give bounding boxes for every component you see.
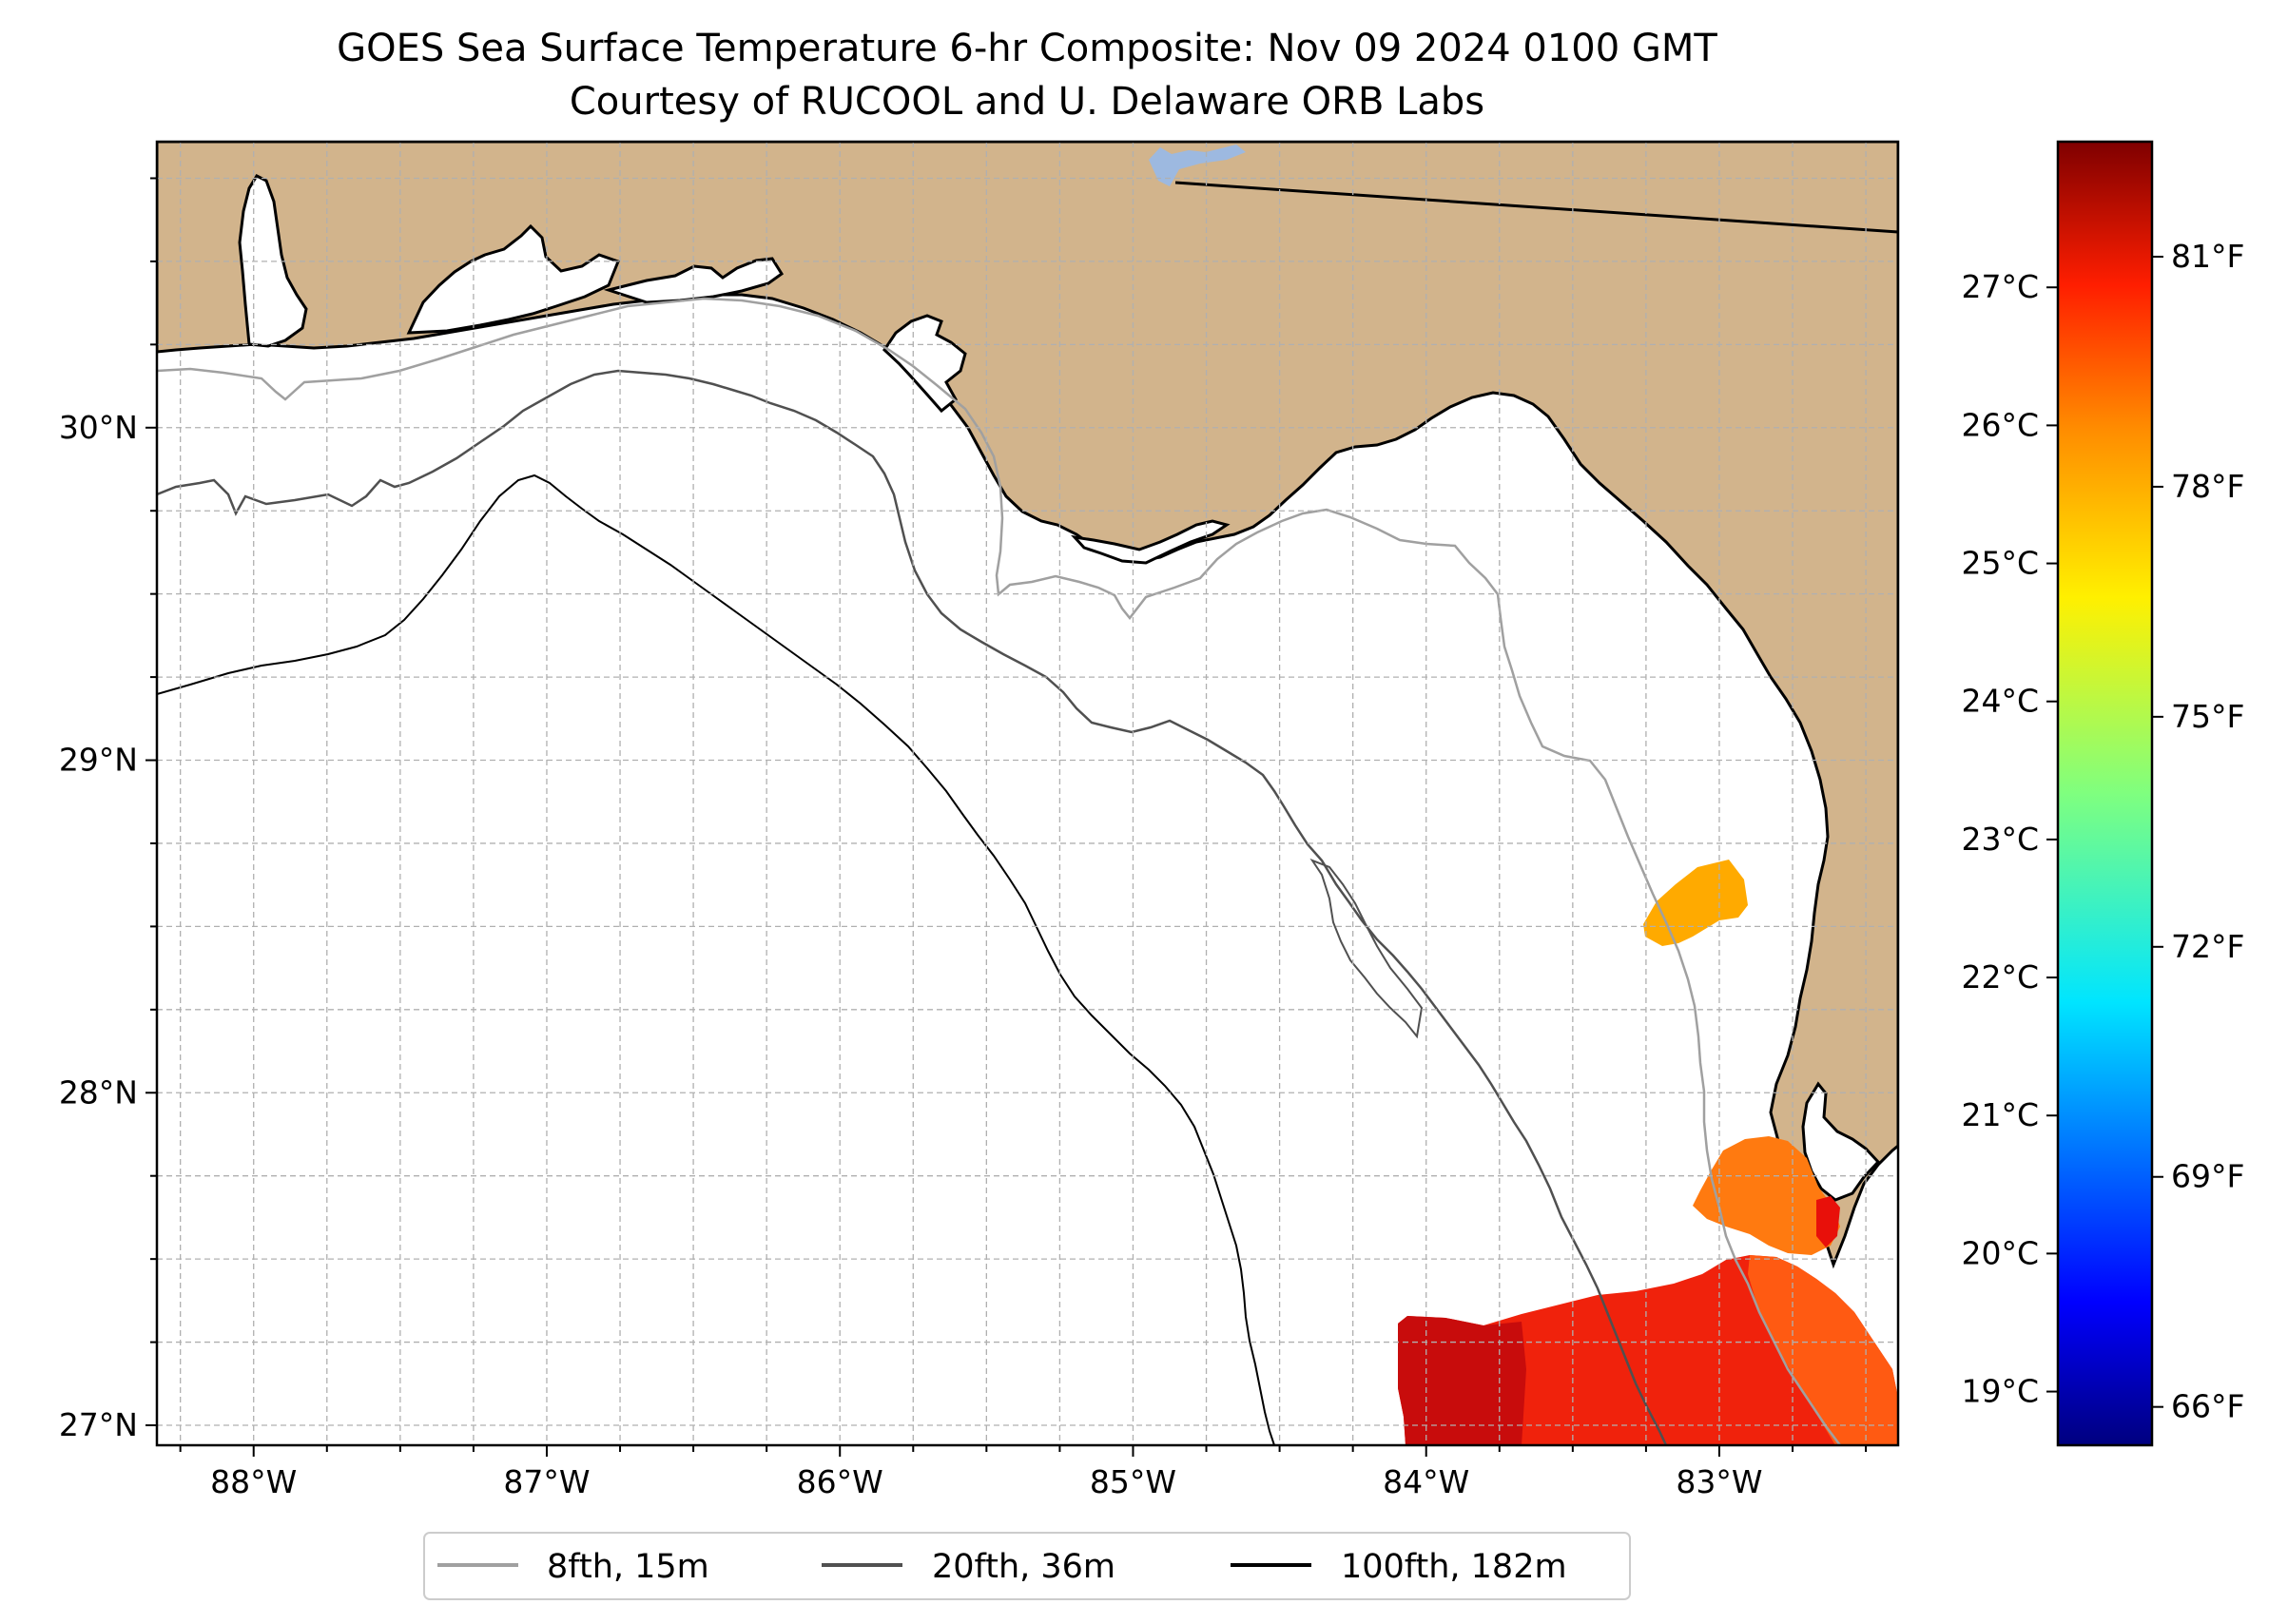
map-subtitle: Courtesy of RUCOOL and U. Delaware ORB L… bbox=[570, 80, 1484, 124]
pensacola-bay bbox=[406, 223, 620, 335]
x-axis: 88°W 87°W 86°W 85°W 84°W 83°W bbox=[179, 1445, 1868, 1500]
y-tick-label: 28°N bbox=[59, 1073, 138, 1111]
fahrenheit-tick-label: 66°F bbox=[2171, 1388, 2244, 1425]
legend-label-100fth: 100fth, 182m bbox=[1341, 1548, 1567, 1586]
x-tick-label: 83°W bbox=[1676, 1463, 1762, 1500]
contour-100fth-182m bbox=[157, 474, 1275, 1445]
map-panel bbox=[157, 142, 1898, 1445]
x-tick-label: 84°W bbox=[1383, 1463, 1469, 1500]
st-andrew-bay bbox=[882, 314, 967, 414]
gridlines bbox=[157, 142, 1898, 1445]
x-tick-label: 87°W bbox=[503, 1463, 590, 1500]
sst-patch-big-bend bbox=[1643, 860, 1748, 946]
y-axis: 27°N 28°N 29°N 30°N bbox=[59, 177, 157, 1443]
map-title: GOES Sea Surface Temperature 6-hr Compos… bbox=[337, 27, 1717, 70]
celsius-tick-label: 21°C bbox=[1961, 1096, 2039, 1133]
fahrenheit-tick-label: 72°F bbox=[2171, 928, 2244, 965]
celsius-tick-label: 27°C bbox=[1961, 268, 2039, 305]
y-tick-label: 29°N bbox=[59, 742, 138, 779]
legend: 8fth, 15m 20fth, 36m 100fth, 182m bbox=[423, 1532, 1631, 1600]
legend-label-8fth: 8fth, 15m bbox=[547, 1548, 709, 1586]
contour-20fth-36m bbox=[157, 369, 1668, 1445]
x-tick-label: 88°W bbox=[210, 1463, 297, 1500]
sst-patch-tampa-hot bbox=[1816, 1196, 1840, 1247]
fahrenheit-tick-label: 81°F bbox=[2171, 238, 2244, 275]
colorbar bbox=[2056, 140, 2154, 1447]
celsius-tick-label: 22°C bbox=[1961, 958, 2039, 996]
fahrenheit-axis: 66°F 69°F 72°F 75°F 78°F 81°F bbox=[2152, 238, 2244, 1425]
sst-patch-southern-hot bbox=[1398, 1316, 1526, 1445]
sst-patch-tampa bbox=[1693, 1136, 1840, 1255]
celsius-tick-label: 24°C bbox=[1961, 683, 2039, 720]
fahrenheit-tick-label: 78°F bbox=[2171, 468, 2244, 505]
celsius-tick-label: 19°C bbox=[1961, 1373, 2039, 1410]
state-boundary bbox=[1174, 181, 1898, 234]
x-tick-label: 86°W bbox=[797, 1463, 883, 1500]
celsius-tick-label: 26°C bbox=[1961, 406, 2039, 443]
map-frame bbox=[155, 140, 1900, 1447]
contour-20fth-islands bbox=[1309, 858, 1424, 1039]
contour-8fth-15m bbox=[157, 297, 1841, 1445]
celsius-axis: 19°C 20°C 21°C 22°C 23°C 24°C 25°C 26°C 27°C bbox=[1961, 268, 2058, 1410]
y-tick-label: 27°N bbox=[59, 1406, 138, 1443]
fahrenheit-tick-label: 75°F bbox=[2171, 698, 2244, 735]
x-tick-label: 85°W bbox=[1090, 1463, 1176, 1500]
lake bbox=[1149, 145, 1246, 186]
celsius-tick-label: 23°C bbox=[1961, 821, 2039, 858]
legend-label-20fth: 20fth, 36m bbox=[932, 1548, 1115, 1586]
y-tick-label: 30°N bbox=[59, 409, 138, 446]
legend-box bbox=[423, 1532, 1631, 1600]
sst-patch-southern-warm bbox=[1748, 1255, 1898, 1445]
apalachicola-bay bbox=[1071, 519, 1231, 565]
celsius-tick-label: 20°C bbox=[1961, 1234, 2039, 1271]
fahrenheit-tick-label: 69°F bbox=[2171, 1158, 2244, 1195]
celsius-tick-label: 25°C bbox=[1961, 545, 2039, 582]
